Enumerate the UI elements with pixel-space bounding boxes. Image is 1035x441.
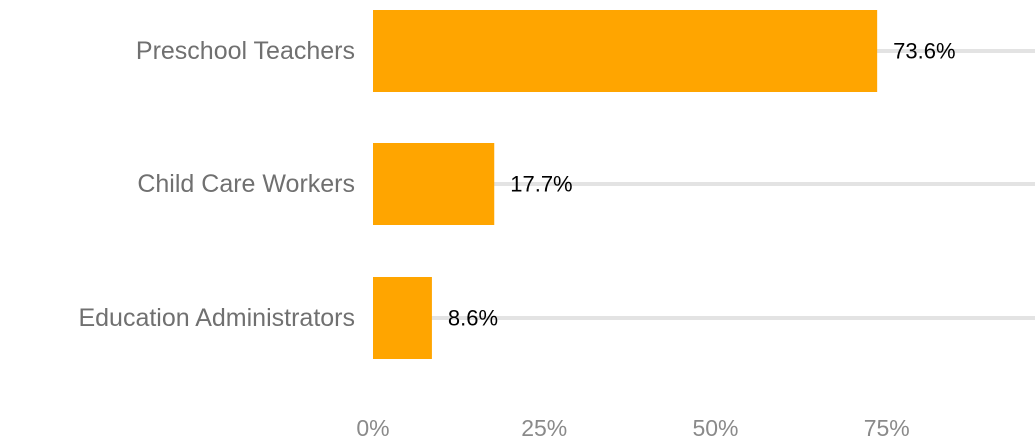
x-tick-label: 0%: [356, 415, 389, 441]
x-tick-label: 25%: [521, 415, 567, 441]
category-label: Child Care Workers: [137, 170, 355, 198]
value-label: 73.6%: [893, 39, 955, 64]
value-label: 17.7%: [510, 172, 572, 197]
x-tick-label: 50%: [692, 415, 738, 441]
category-label: Preschool Teachers: [136, 37, 355, 65]
x-tick-label: 75%: [864, 415, 910, 441]
bar: [373, 143, 495, 225]
category-label: Education Administrators: [78, 304, 355, 332]
bar: [373, 277, 432, 359]
value-label: 8.6%: [448, 306, 498, 331]
bar: [373, 10, 878, 92]
